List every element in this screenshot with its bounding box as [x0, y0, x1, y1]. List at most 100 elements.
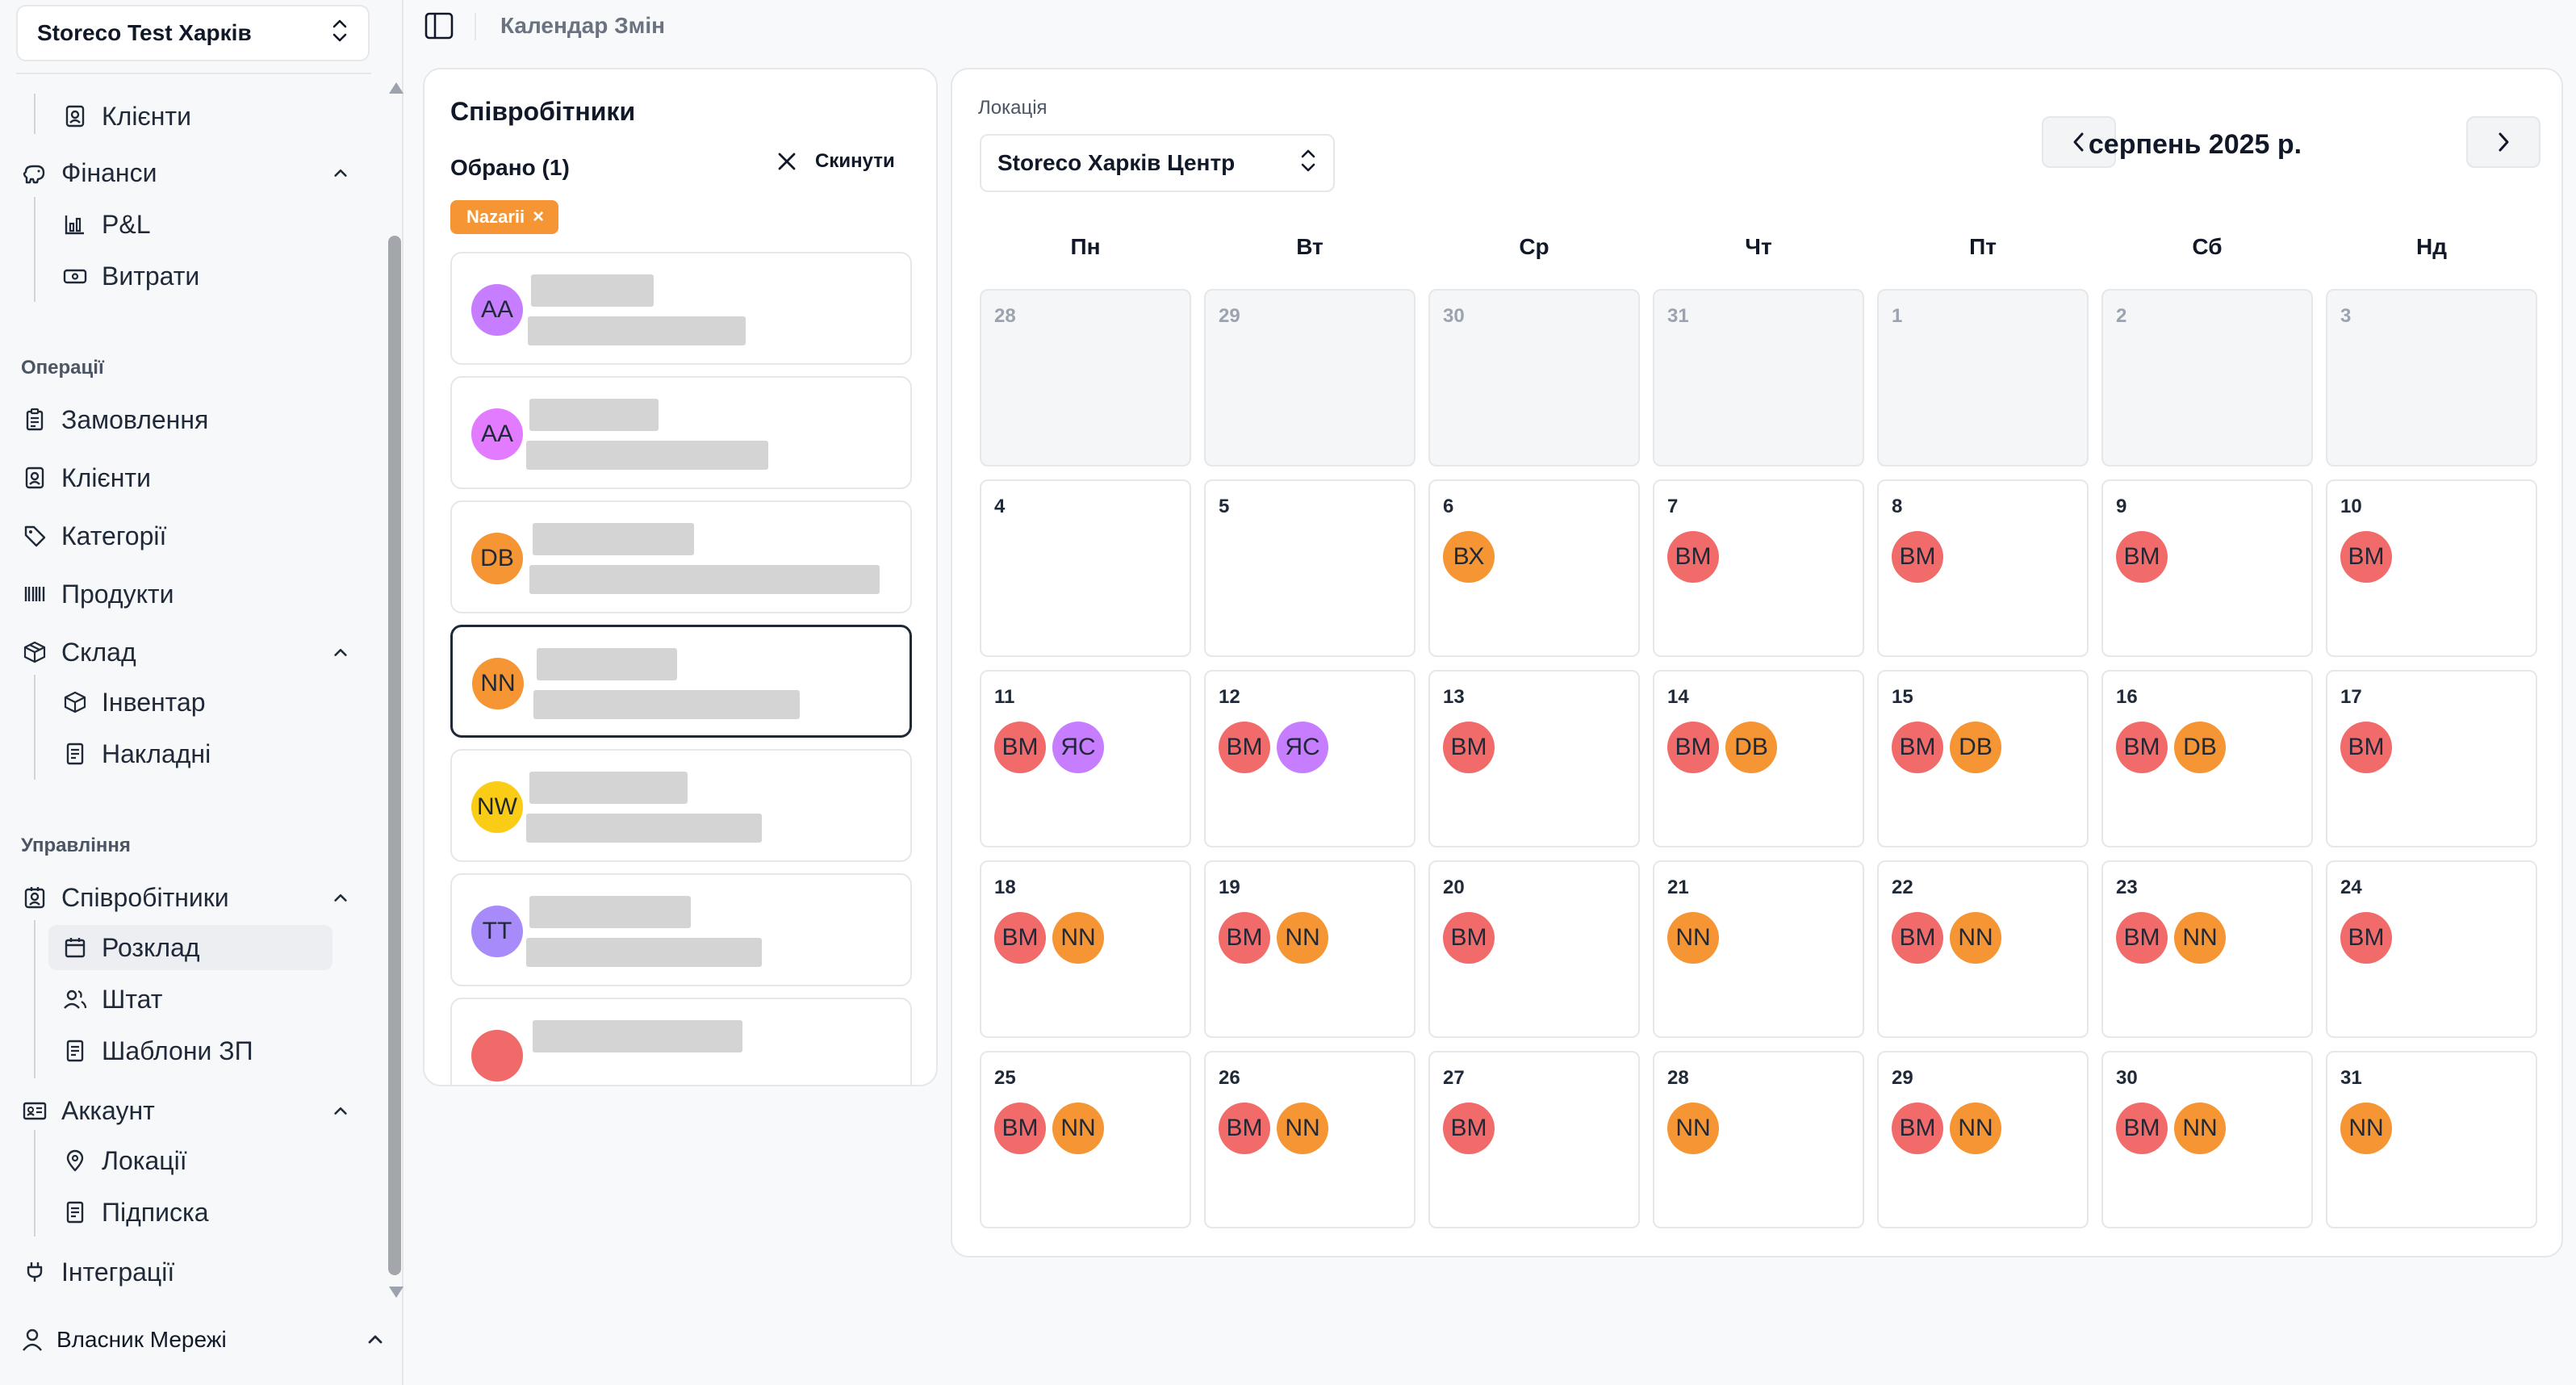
employee-card[interactable]: AA	[450, 376, 912, 489]
sidebar-item-pl[interactable]: P&L	[61, 202, 150, 247]
employee-card[interactable]: NW	[450, 749, 912, 862]
shift-avatar[interactable]: NN	[1052, 912, 1104, 964]
calendar-day[interactable]: 15 ВМ DB	[1877, 670, 2089, 847]
chevron-up-icon[interactable]	[332, 889, 349, 906]
shift-avatar[interactable]: ВМ	[994, 912, 1046, 964]
scroll-thumb[interactable]	[388, 236, 401, 1275]
shift-avatar[interactable]: NN	[1950, 1103, 2001, 1154]
scroll-down-icon[interactable]	[389, 1287, 404, 1298]
sidebar-item-account[interactable]: Аккаунт	[21, 1088, 155, 1133]
shift-avatar[interactable]: ВМ	[1219, 722, 1270, 773]
chevron-up-icon[interactable]	[332, 165, 349, 181]
sidebar-toggle-icon[interactable]	[424, 11, 454, 40]
calendar-day[interactable]: 27 ВМ	[1428, 1051, 1640, 1228]
shift-avatar[interactable]: ВМ	[2116, 912, 2168, 964]
sidebar-item-clients[interactable]: Клієнти	[21, 455, 151, 500]
sidebar-item-schedule[interactable]: Розклад	[61, 925, 200, 970]
calendar-day[interactable]: 5	[1204, 479, 1416, 657]
tag-remove-icon[interactable]: ×	[533, 206, 545, 228]
calendar-day[interactable]: 11 ВМ ЯС	[980, 670, 1191, 847]
shift-avatar[interactable]: ВМ	[2340, 531, 2392, 583]
shift-avatar[interactable]: NN	[2174, 912, 2226, 964]
prev-month-button[interactable]	[2042, 116, 2116, 168]
sidebar-item-staff[interactable]: Штат	[61, 977, 162, 1022]
calendar-day[interactable]: 8 ВМ	[1877, 479, 2089, 657]
calendar-day[interactable]: 16 ВМ DB	[2101, 670, 2313, 847]
calendar-day[interactable]: 30	[1428, 289, 1640, 467]
shift-avatar[interactable]: ВМ	[1667, 722, 1719, 773]
employee-card[interactable]: NN	[450, 625, 912, 738]
owner-menu[interactable]: Власник Мережі	[21, 1327, 384, 1353]
shift-avatar[interactable]: ЯС	[1277, 722, 1328, 773]
shift-avatar[interactable]: ЯС	[1052, 722, 1104, 773]
chevron-up-icon[interactable]	[366, 1330, 384, 1348]
sidebar-item-products[interactable]: Продукти	[21, 571, 174, 617]
calendar-day[interactable]: 10 ВМ	[2326, 479, 2537, 657]
sidebar-item-categories[interactable]: Категорії	[21, 513, 166, 559]
shift-avatar[interactable]: ВМ	[1892, 912, 1943, 964]
calendar-day[interactable]: 14 ВМ DB	[1653, 670, 1864, 847]
shift-avatar[interactable]: NN	[1277, 1103, 1328, 1154]
calendar-day[interactable]: 19 ВМ NN	[1204, 860, 1416, 1038]
shift-avatar[interactable]: NN	[1667, 912, 1719, 964]
selected-employee-tag[interactable]: Nazarii ×	[450, 200, 559, 234]
calendar-day[interactable]: 17 ВМ	[2326, 670, 2537, 847]
calendar-day[interactable]: 1	[1877, 289, 2089, 467]
shift-avatar[interactable]: ВМ	[1892, 1103, 1943, 1154]
sidebar-item-expenses[interactable]: Витрати	[61, 253, 199, 299]
calendar-day[interactable]: 6 ВХ	[1428, 479, 1640, 657]
reset-button[interactable]: Скинути	[776, 150, 895, 173]
shift-avatar[interactable]: NN	[1277, 912, 1328, 964]
shift-avatar[interactable]: ВМ	[2340, 722, 2392, 773]
sidebar-scrollbar[interactable]	[386, 77, 404, 1304]
calendar-day[interactable]: 31	[1653, 289, 1864, 467]
calendar-day[interactable]: 26 ВМ NN	[1204, 1051, 1416, 1228]
calendar-day[interactable]: 31 NN	[2326, 1051, 2537, 1228]
location-select[interactable]: Storeco Харків Центр	[980, 134, 1335, 192]
shift-avatar[interactable]: ВМ	[1443, 912, 1495, 964]
calendar-day[interactable]: 7 ВМ	[1653, 479, 1864, 657]
sidebar-item-salary-templates[interactable]: Шаблони ЗП	[61, 1028, 253, 1073]
calendar-day[interactable]: 29 ВМ NN	[1877, 1051, 2089, 1228]
calendar-day[interactable]: 3	[2326, 289, 2537, 467]
sidebar-item-subscription[interactable]: Підписка	[61, 1190, 208, 1235]
shift-avatar[interactable]: DB	[1725, 722, 1777, 773]
calendar-day[interactable]: 9 ВМ	[2101, 479, 2313, 657]
shift-avatar[interactable]: ВХ	[1443, 531, 1495, 583]
calendar-day[interactable]: 28 NN	[1653, 1051, 1864, 1228]
shift-avatar[interactable]: ВМ	[1219, 1103, 1270, 1154]
sidebar-item-orders[interactable]: Замовлення	[21, 397, 208, 442]
calendar-day[interactable]: 23 ВМ NN	[2101, 860, 2313, 1038]
shift-avatar[interactable]: NN	[1950, 912, 2001, 964]
shift-avatar[interactable]: NN	[2174, 1103, 2226, 1154]
calendar-day[interactable]: 20 ВМ	[1428, 860, 1640, 1038]
shift-avatar[interactable]: ВМ	[1219, 912, 1270, 964]
shift-avatar[interactable]: ВМ	[2116, 531, 2168, 583]
chevron-up-icon[interactable]	[332, 1103, 349, 1119]
sidebar-item-invoices[interactable]: Накладні	[61, 731, 211, 776]
shift-avatar[interactable]: ВМ	[1667, 531, 1719, 583]
scroll-up-icon[interactable]	[389, 82, 404, 94]
shift-avatar[interactable]: NN	[2340, 1103, 2392, 1154]
sidebar-item-clients-top[interactable]: Клієнти	[61, 94, 191, 139]
shift-avatar[interactable]: ВМ	[994, 1103, 1046, 1154]
calendar-day[interactable]: 22 ВМ NN	[1877, 860, 2089, 1038]
shift-avatar[interactable]: ВМ	[2116, 722, 2168, 773]
shift-avatar[interactable]: ВМ	[2116, 1103, 2168, 1154]
shift-avatar[interactable]: ВМ	[2340, 912, 2392, 964]
employee-card[interactable]: AA	[450, 252, 912, 365]
calendar-day[interactable]: 25 ВМ NN	[980, 1051, 1191, 1228]
sidebar-item-employees[interactable]: Співробітники	[21, 875, 229, 920]
calendar-day[interactable]: 29	[1204, 289, 1416, 467]
chevron-up-icon[interactable]	[332, 644, 349, 660]
calendar-day[interactable]: 13 ВМ	[1428, 670, 1640, 847]
calendar-day[interactable]: 28	[980, 289, 1191, 467]
next-month-button[interactable]	[2466, 116, 2540, 168]
shift-avatar[interactable]: NN	[1667, 1103, 1719, 1154]
calendar-day[interactable]: 4	[980, 479, 1191, 657]
employee-card[interactable]	[450, 998, 912, 1085]
shift-avatar[interactable]: DB	[2174, 722, 2226, 773]
employee-card[interactable]: DB	[450, 500, 912, 613]
calendar-day[interactable]: 2	[2101, 289, 2313, 467]
sidebar-item-warehouse[interactable]: Склад	[21, 630, 136, 675]
